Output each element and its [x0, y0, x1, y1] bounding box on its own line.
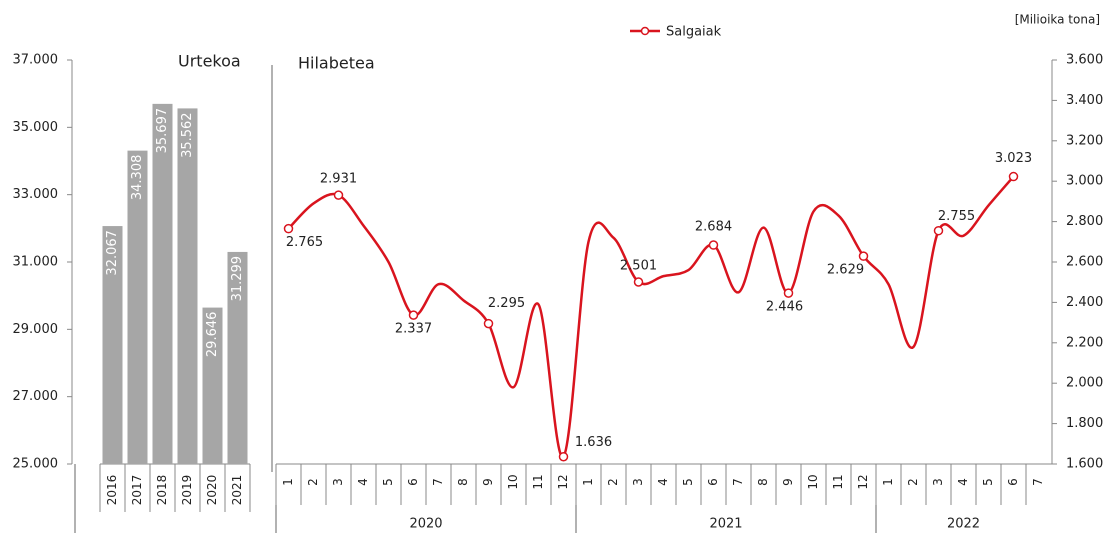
- y2-tick-label: 3.200: [1066, 133, 1103, 148]
- line-marker: [333, 190, 344, 200]
- unit-label: [Milioika tona]: [1015, 13, 1100, 27]
- annual-annotation: Urtekoa: [178, 52, 241, 71]
- y-tick-label: 33.000: [13, 187, 59, 202]
- x-tick-label: 2019: [180, 475, 194, 506]
- y2-tick-label: 1.800: [1066, 416, 1103, 431]
- line-marker: [858, 251, 869, 261]
- x-tick-label: 7: [431, 478, 445, 486]
- x-tick-label: 4: [656, 478, 670, 486]
- x-tick-label: 6: [406, 478, 420, 486]
- x-tick-label: 9: [781, 478, 795, 486]
- bar: [202, 307, 223, 464]
- line-marker: [633, 277, 644, 287]
- bar-value-label: 35.697: [155, 108, 170, 154]
- bar-value-label: 35.562: [180, 112, 195, 157]
- line: [287, 175, 1015, 459]
- x-tick-label: 2017: [130, 475, 144, 506]
- x-tick-label: 7: [731, 478, 745, 486]
- legend-marker: [640, 26, 650, 36]
- data-label: 3.023: [995, 151, 1032, 166]
- data-label: 2.684: [695, 220, 732, 235]
- data-label: 2.295: [488, 296, 525, 311]
- data-label: 2.446: [766, 300, 803, 315]
- x-tick-label: 6: [1006, 478, 1020, 486]
- y2-tick-label: 2.600: [1066, 255, 1103, 270]
- line-marker: [933, 225, 944, 236]
- x-tick-label: 1: [581, 478, 595, 486]
- x-tick-label: 5: [681, 478, 695, 486]
- data-label: 2.755: [938, 209, 975, 224]
- bar: [127, 150, 148, 464]
- x-tick-label: 8: [456, 478, 470, 486]
- bar-value-label: 34.308: [130, 155, 145, 201]
- x-tick-label: 2: [306, 478, 320, 486]
- x-tick-label: 2020: [205, 475, 219, 506]
- x-tick-label: 3: [631, 478, 645, 486]
- x-tick-label: 2018: [155, 475, 169, 506]
- y2-tick-label: 3.400: [1066, 93, 1103, 108]
- y-tick-label: 35.000: [13, 120, 59, 135]
- y2-tick-label: 2.400: [1066, 295, 1103, 310]
- x-tick-label: 12: [556, 474, 570, 489]
- y2-tick-label: 3.000: [1066, 174, 1103, 189]
- y-tick-label: 31.000: [13, 255, 59, 270]
- x-tick-label: 1: [881, 478, 895, 486]
- x-tick-label: 10: [806, 474, 820, 489]
- x-tick-label: 3: [931, 478, 945, 486]
- data-label: 2.629: [827, 263, 864, 278]
- y2-tick-label: 1.600: [1066, 457, 1103, 472]
- x-group-label: 2022: [947, 517, 980, 532]
- x-tick-label: 5: [981, 478, 995, 486]
- data-label: 2.501: [620, 258, 657, 273]
- y-tick-label: 27.000: [13, 389, 59, 404]
- x-group-label: 2020: [409, 517, 442, 532]
- bar-value-label: 32.067: [105, 230, 120, 276]
- y2-tick-label: 3.600: [1066, 53, 1103, 68]
- x-tick-label: 4: [956, 478, 970, 486]
- x-tick-label: 2016: [105, 475, 119, 506]
- bar: [152, 103, 173, 464]
- data-label: 2.931: [320, 172, 357, 187]
- data-label: 2.765: [286, 235, 323, 250]
- line-marker: [283, 223, 294, 234]
- y2-tick-label: 2.800: [1066, 214, 1103, 229]
- line-marker: [558, 451, 569, 462]
- data-label: 1.636: [575, 435, 612, 450]
- x-tick-label: 11: [531, 474, 545, 489]
- x-tick-label: 1: [281, 478, 295, 486]
- line-marker: [783, 288, 794, 298]
- x-tick-label: 7: [1031, 478, 1045, 486]
- y-tick-label: 25.000: [13, 457, 59, 472]
- x-tick-label: 8: [756, 478, 770, 486]
- x-group-label: 2021: [709, 517, 742, 532]
- x-tick-label: 12: [856, 474, 870, 489]
- x-tick-label: 10: [506, 474, 520, 489]
- line-marker: [1008, 171, 1019, 182]
- line-marker: [408, 310, 419, 320]
- monthly-annotation: Hilabetea: [298, 54, 375, 73]
- y-tick-label: 29.000: [13, 322, 59, 337]
- bar-value-label: 29.646: [205, 312, 220, 358]
- bar-value-label: 31.299: [230, 256, 245, 301]
- bar: [102, 226, 123, 464]
- legend-label: Salgaiak: [666, 25, 722, 40]
- x-tick-label: 4: [356, 478, 370, 486]
- line-marker: [708, 240, 719, 250]
- data-label: 2.337: [395, 322, 432, 337]
- x-tick-label: 5: [381, 478, 395, 486]
- bar: [227, 251, 248, 464]
- line-marker: [483, 318, 494, 329]
- x-tick-label: 6: [706, 478, 720, 486]
- y2-tick-label: 2.000: [1066, 376, 1103, 391]
- y2-tick-label: 2.200: [1066, 335, 1103, 350]
- x-tick-label: 2: [906, 478, 920, 486]
- bar: [177, 108, 198, 465]
- x-tick-label: 2021: [230, 475, 244, 506]
- y-tick-label: 37.000: [13, 53, 59, 68]
- x-tick-label: 11: [831, 474, 845, 489]
- x-tick-label: 2: [606, 478, 620, 486]
- x-tick-label: 9: [481, 478, 495, 486]
- x-tick-label: 3: [331, 478, 345, 486]
